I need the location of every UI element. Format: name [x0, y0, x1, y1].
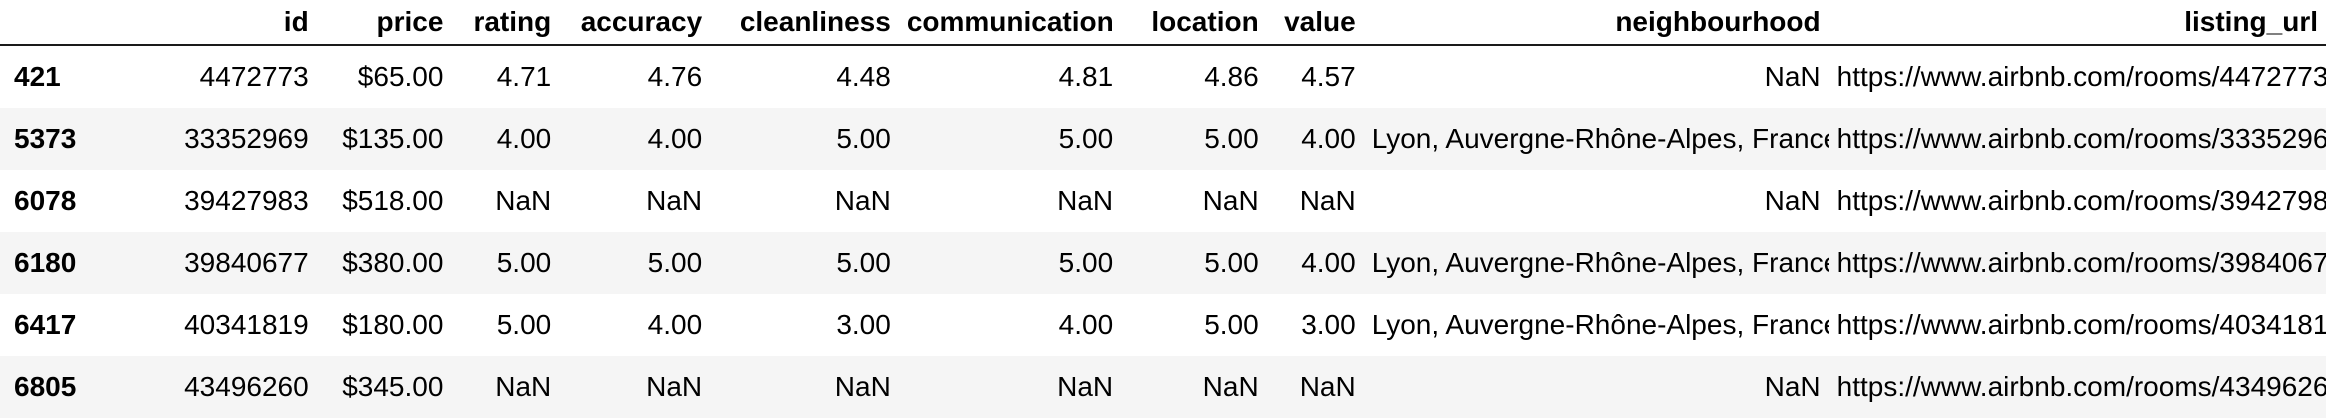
cell-listing-url: https://www.airbnb.com/rooms/4472773 — [1836, 61, 2326, 92]
cell-rating: 5.00 — [496, 247, 552, 278]
cell-id: 33352969 — [184, 123, 309, 154]
row-index: 5373 — [14, 123, 77, 154]
dataframe-container: id price rating accuracy cleanliness com… — [0, 0, 2326, 402]
cell-neighbourhood: NaN — [1764, 371, 1821, 402]
cell-value: 4.57 — [1301, 61, 1356, 92]
cell-cleanliness: NaN — [834, 371, 891, 402]
cell-neighbourhood: Lyon, Auvergne-Rhône-Alpes, France — [1371, 247, 1829, 278]
cell-cleanliness: 5.00 — [836, 123, 891, 154]
table-body: 421 4472773 $65.00 4.71 4.76 4.48 4.81 4… — [0, 45, 2326, 418]
index-header — [0, 0, 115, 46]
row-index: 6805 — [14, 371, 77, 402]
column-header-neighbourhood: neighbourhood — [1363, 0, 1829, 46]
header-row: id price rating accuracy cleanliness com… — [0, 0, 2326, 46]
cell-rating: NaN — [495, 371, 552, 402]
cell-accuracy: 5.00 — [647, 247, 703, 278]
cell-id: 43496260 — [184, 371, 309, 402]
cell-communication: 4.81 — [1058, 61, 1114, 92]
cell-communication: 5.00 — [1058, 123, 1114, 154]
cell-listing-url: https://www.airbnb.com/rooms/39840677 — [1836, 247, 2326, 278]
row-index: 6180 — [14, 247, 77, 278]
cell-value: 3.00 — [1301, 309, 1356, 340]
cell-location: 5.00 — [1204, 309, 1259, 340]
cell-rating: 5.00 — [496, 309, 552, 340]
column-header-id: id — [114, 0, 317, 46]
cell-price: $180.00 — [342, 309, 444, 340]
cell-location: 5.00 — [1204, 123, 1259, 154]
cell-neighbourhood: NaN — [1764, 185, 1821, 216]
table-row: 6417 40341819 $180.00 5.00 4.00 3.00 4.0… — [0, 294, 2326, 356]
column-header-value: value — [1266, 0, 1364, 46]
cell-communication: NaN — [1057, 185, 1114, 216]
column-header-listing-url: listing_url — [1828, 0, 2326, 46]
cell-listing-url: https://www.airbnb.com/rooms/39427983 — [1836, 185, 2326, 216]
column-header-location: location — [1121, 0, 1267, 46]
cell-listing-url: https://www.airbnb.com/rooms/33352969 — [1836, 123, 2326, 154]
table-row: 6180 39840677 $380.00 5.00 5.00 5.00 5.0… — [0, 232, 2326, 294]
cell-price: $518.00 — [342, 185, 444, 216]
cell-accuracy: 4.76 — [647, 61, 703, 92]
cell-id: 4472773 — [199, 61, 309, 92]
cell-rating: NaN — [495, 185, 552, 216]
row-index: 6417 — [14, 309, 77, 340]
cell-value: NaN — [1299, 185, 1356, 216]
column-header-rating: rating — [451, 0, 560, 46]
cell-location: NaN — [1202, 371, 1259, 402]
cell-location: NaN — [1202, 185, 1259, 216]
table-row: 6078 39427983 $518.00 NaN NaN NaN NaN Na… — [0, 170, 2326, 232]
cell-listing-url: https://www.airbnb.com/rooms/40341819 — [1836, 309, 2326, 340]
table-row: 5373 33352969 $135.00 4.00 4.00 5.00 5.0… — [0, 108, 2326, 170]
cell-listing-url: https://www.airbnb.com/rooms/43496260 — [1836, 371, 2326, 402]
table-row: 421 4472773 $65.00 4.71 4.76 4.48 4.81 4… — [0, 45, 2326, 108]
cell-price: $65.00 — [357, 61, 444, 92]
cell-id: 39427983 — [184, 185, 309, 216]
cell-location: 5.00 — [1204, 247, 1259, 278]
table-row: 6805 43496260 $345.00 NaN NaN NaN NaN Na… — [0, 356, 2326, 418]
cell-communication: NaN — [1057, 371, 1114, 402]
row-index: 6078 — [14, 185, 77, 216]
cell-price: $345.00 — [342, 371, 444, 402]
column-header-price: price — [316, 0, 452, 46]
cell-communication: 4.00 — [1058, 309, 1114, 340]
row-index: 421 — [14, 61, 61, 92]
cell-rating: 4.00 — [496, 123, 552, 154]
cell-neighbourhood: Lyon, Auvergne-Rhône-Alpes, France — [1371, 123, 1829, 154]
cell-neighbourhood: NaN — [1764, 61, 1821, 92]
cell-location: 4.86 — [1204, 61, 1259, 92]
column-header-communication: communication — [898, 0, 1122, 46]
cell-price: $135.00 — [342, 123, 444, 154]
cell-communication: 5.00 — [1058, 247, 1114, 278]
cell-cleanliness: 3.00 — [836, 309, 891, 340]
cell-value: 4.00 — [1301, 123, 1356, 154]
cell-value: NaN — [1299, 371, 1356, 402]
cell-id: 40341819 — [184, 309, 309, 340]
cell-accuracy: NaN — [646, 371, 703, 402]
cell-cleanliness: 4.48 — [836, 61, 891, 92]
column-header-accuracy: accuracy — [559, 0, 711, 46]
cell-accuracy: 4.00 — [647, 123, 703, 154]
cell-cleanliness: NaN — [834, 185, 891, 216]
cell-value: 4.00 — [1301, 247, 1356, 278]
cell-accuracy: 4.00 — [647, 309, 703, 340]
cell-rating: 4.71 — [496, 61, 552, 92]
table-header: id price rating accuracy cleanliness com… — [0, 0, 2326, 46]
cell-cleanliness: 5.00 — [836, 247, 891, 278]
cell-price: $380.00 — [342, 247, 444, 278]
column-header-cleanliness: cleanliness — [710, 0, 899, 46]
cell-id: 39840677 — [184, 247, 309, 278]
cell-accuracy: NaN — [646, 185, 703, 216]
cell-neighbourhood: Lyon, Auvergne-Rhône-Alpes, France — [1371, 309, 1829, 340]
